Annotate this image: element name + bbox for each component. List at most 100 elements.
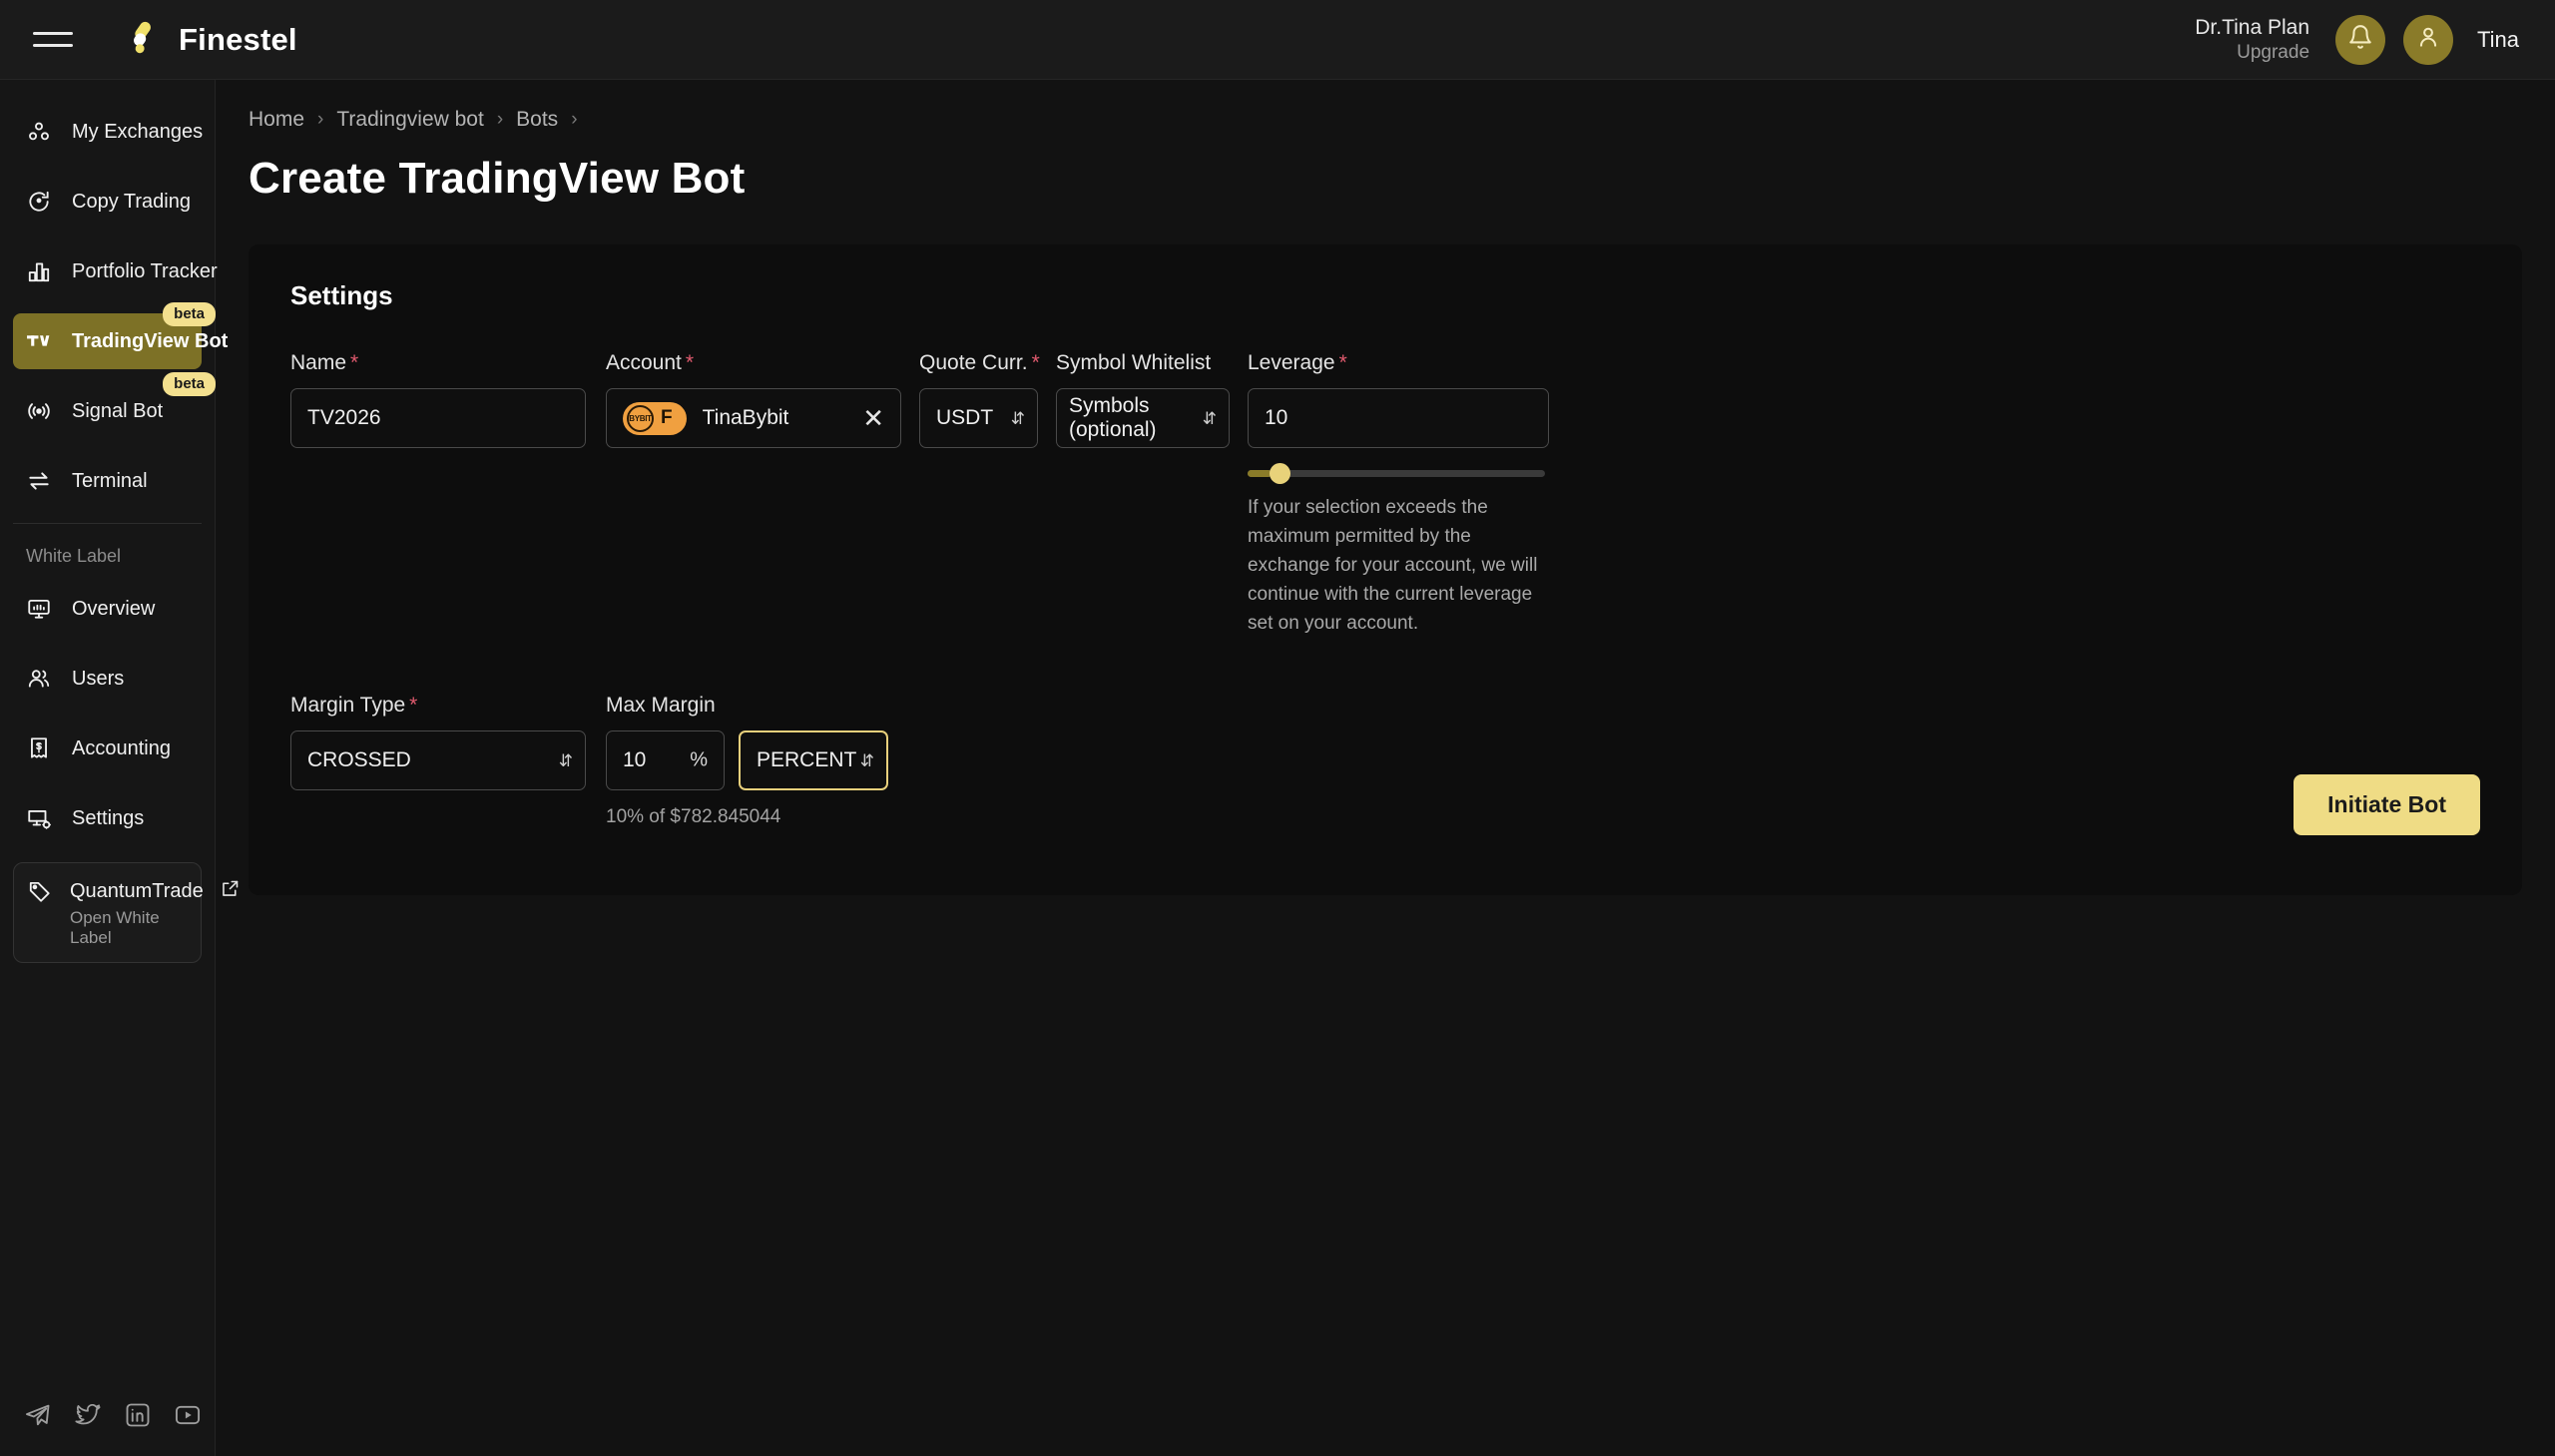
youtube-icon[interactable] (174, 1401, 202, 1434)
sidebar-item-label: My Exchanges (72, 120, 204, 143)
leverage-label: Leverage * (1248, 351, 1549, 375)
initiate-bot-button[interactable]: Initiate Bot (2294, 774, 2480, 835)
leverage-slider-fill (1248, 470, 1272, 477)
bybit-logo-icon: BYBIT (627, 404, 654, 432)
form-row-margin: Margin Type * CROSSED ⇵ Max Margin 10 % (290, 694, 2480, 828)
sidebar-item-overview[interactable]: Overview (13, 581, 202, 637)
symbol-whitelist-label-text: Symbol Whitelist (1056, 351, 1212, 374)
max-margin-value: 10 (623, 748, 647, 772)
breadcrumb-item-home[interactable]: Home (249, 108, 305, 131)
sidebar-item-label: Users (72, 667, 125, 690)
plan-upgrade-link[interactable]: Upgrade (2237, 41, 2310, 63)
twitter-icon[interactable] (74, 1401, 102, 1434)
field-leverage: Leverage * 10 If your selection exceeds t… (1248, 351, 1549, 638)
symbol-whitelist-select[interactable]: Symbols (optional) ⇵ (1056, 388, 1230, 448)
close-icon[interactable]: ✕ (862, 403, 884, 433)
sidebar-item-signal-bot[interactable]: Signal Bot beta (13, 372, 216, 439)
sidebar-item-accounting[interactable]: Accounting (13, 721, 202, 776)
leverage-helper-text: If your selection exceeds the maximum pe… (1248, 497, 1538, 634)
leverage-slider-track (1248, 470, 1545, 477)
sidebar-item-label: Copy Trading (72, 190, 191, 213)
hamburger-line (33, 32, 73, 35)
account-type-badge: F (661, 407, 673, 428)
linkedin-icon[interactable] (124, 1401, 152, 1434)
form-row-primary: Name * TV2026 Account * BYBIT F TinaBybit … (290, 351, 2480, 638)
sidebar-item-copy-trading[interactable]: Copy Trading (13, 174, 202, 230)
breadcrumb: Home › Tradingview bot › Bots › (216, 80, 2555, 132)
max-margin-unit-value: PERCENT (757, 748, 857, 772)
breadcrumb-item-bots[interactable]: Bots (516, 108, 559, 131)
sidebar-item-label: Settings (72, 806, 145, 829)
max-margin-label-text: Max Margin (606, 694, 716, 718)
exchange-chip: BYBIT F (623, 401, 687, 435)
leverage-slider-knob[interactable] (1269, 463, 1290, 484)
avatar[interactable] (2403, 14, 2454, 65)
sidebar-item-label: Terminal (72, 469, 148, 492)
white-label-card[interactable]: QuantumTrade Open White Label (13, 862, 239, 963)
portfolio-tracker-icon (25, 257, 53, 285)
tradingview-icon (25, 327, 53, 355)
quote-currency-label-text: Quote Curr. (919, 351, 1028, 374)
field-max-margin: Max Margin 10 % PERCENT ⇵ 10% of $782.84… (606, 694, 901, 828)
max-margin-unit-select[interactable]: PERCENT ⇵ (739, 730, 888, 791)
sidebar-item-label: Portfolio Tracker (72, 259, 218, 282)
percent-icon: % (690, 748, 708, 771)
top-bar: Finestel Dr.Tina Plan Upgrade Tina (0, 0, 2555, 80)
chevron-right-icon: › (496, 109, 504, 130)
sidebar-item-tradingview-bot[interactable]: TradingView Bot beta (13, 302, 228, 369)
account-select[interactable]: BYBIT F TinaBybit ✕ (606, 388, 901, 448)
chevron-right-icon: › (317, 109, 324, 130)
user-name[interactable]: Tina (2477, 26, 2519, 52)
receipt-icon (25, 734, 53, 762)
field-symbol-whitelist: Symbol Whitelist Symbols (optional) ⇵ (1056, 351, 1230, 448)
sidebar-item-settings[interactable]: Settings (13, 790, 202, 846)
sidebar-item-portfolio-tracker[interactable]: Portfolio Tracker (13, 243, 218, 299)
required-marker: * (685, 351, 695, 374)
leverage-slider[interactable] (1248, 463, 1545, 484)
copy-trading-icon (25, 188, 53, 216)
breadcrumb-item-tradingview-bot[interactable]: Tradingview bot (336, 108, 484, 131)
tag-icon (26, 877, 54, 905)
bell-icon (2347, 24, 2373, 55)
sidebar-item-label: Overview (72, 597, 156, 620)
quote-currency-select[interactable]: USDT ⇵ (919, 388, 1038, 448)
name-label-text: Name (290, 351, 347, 374)
sidebar-item-label: Signal Bot (72, 399, 164, 422)
white-label-subtitle: Open White Label (70, 908, 160, 947)
brand-logo[interactable]: Finestel (123, 18, 297, 61)
signal-icon (25, 397, 53, 425)
account-label-text: Account (606, 351, 682, 374)
page-title: Create TradingView Bot (249, 154, 746, 203)
sidebar-item-users[interactable]: Users (13, 651, 202, 707)
telegram-icon[interactable] (24, 1401, 52, 1434)
field-margin-type: Margin Type * CROSSED ⇵ (290, 694, 586, 791)
settings-card: Settings Name * TV2026 Account * BYBIT F (249, 244, 2522, 895)
sidebar-item-my-exchanges[interactable]: My Exchanges (13, 104, 204, 160)
chevron-updown-icon: ⇵ (558, 750, 573, 770)
name-input[interactable]: TV2026 (290, 388, 586, 448)
monitor-icon (25, 595, 53, 623)
plan-block[interactable]: Dr.Tina Plan Upgrade (2195, 15, 2309, 65)
sidebar-divider (13, 523, 202, 524)
sidebar-nav: My Exchanges Copy Trading Portfolio Trac… (0, 80, 239, 963)
hamburger-line (33, 44, 73, 47)
sidebar-item-label: Accounting (72, 736, 171, 759)
name-label: Name * (290, 351, 586, 375)
quote-currency-label: Quote Curr. * (919, 351, 1040, 375)
max-margin-row: 10 % PERCENT ⇵ (606, 730, 901, 791)
hamburger-icon[interactable] (33, 26, 73, 54)
monitor-gear-icon (25, 804, 53, 832)
account-label: Account * (606, 351, 901, 375)
external-link-icon[interactable] (220, 878, 241, 904)
max-margin-input[interactable]: 10 % (606, 730, 725, 791)
notifications-button[interactable] (2335, 14, 2386, 65)
symbol-whitelist-label: Symbol Whitelist (1056, 351, 1230, 375)
max-margin-label: Max Margin (606, 694, 901, 718)
margin-type-value: CROSSED (307, 748, 411, 772)
leverage-input[interactable]: 10 (1248, 388, 1549, 448)
terminal-icon (25, 467, 53, 495)
chevron-right-icon: › (571, 109, 578, 130)
finestel-logo-icon (123, 18, 161, 61)
margin-type-select[interactable]: CROSSED ⇵ (290, 730, 586, 791)
sidebar-item-terminal[interactable]: Terminal (13, 453, 202, 509)
